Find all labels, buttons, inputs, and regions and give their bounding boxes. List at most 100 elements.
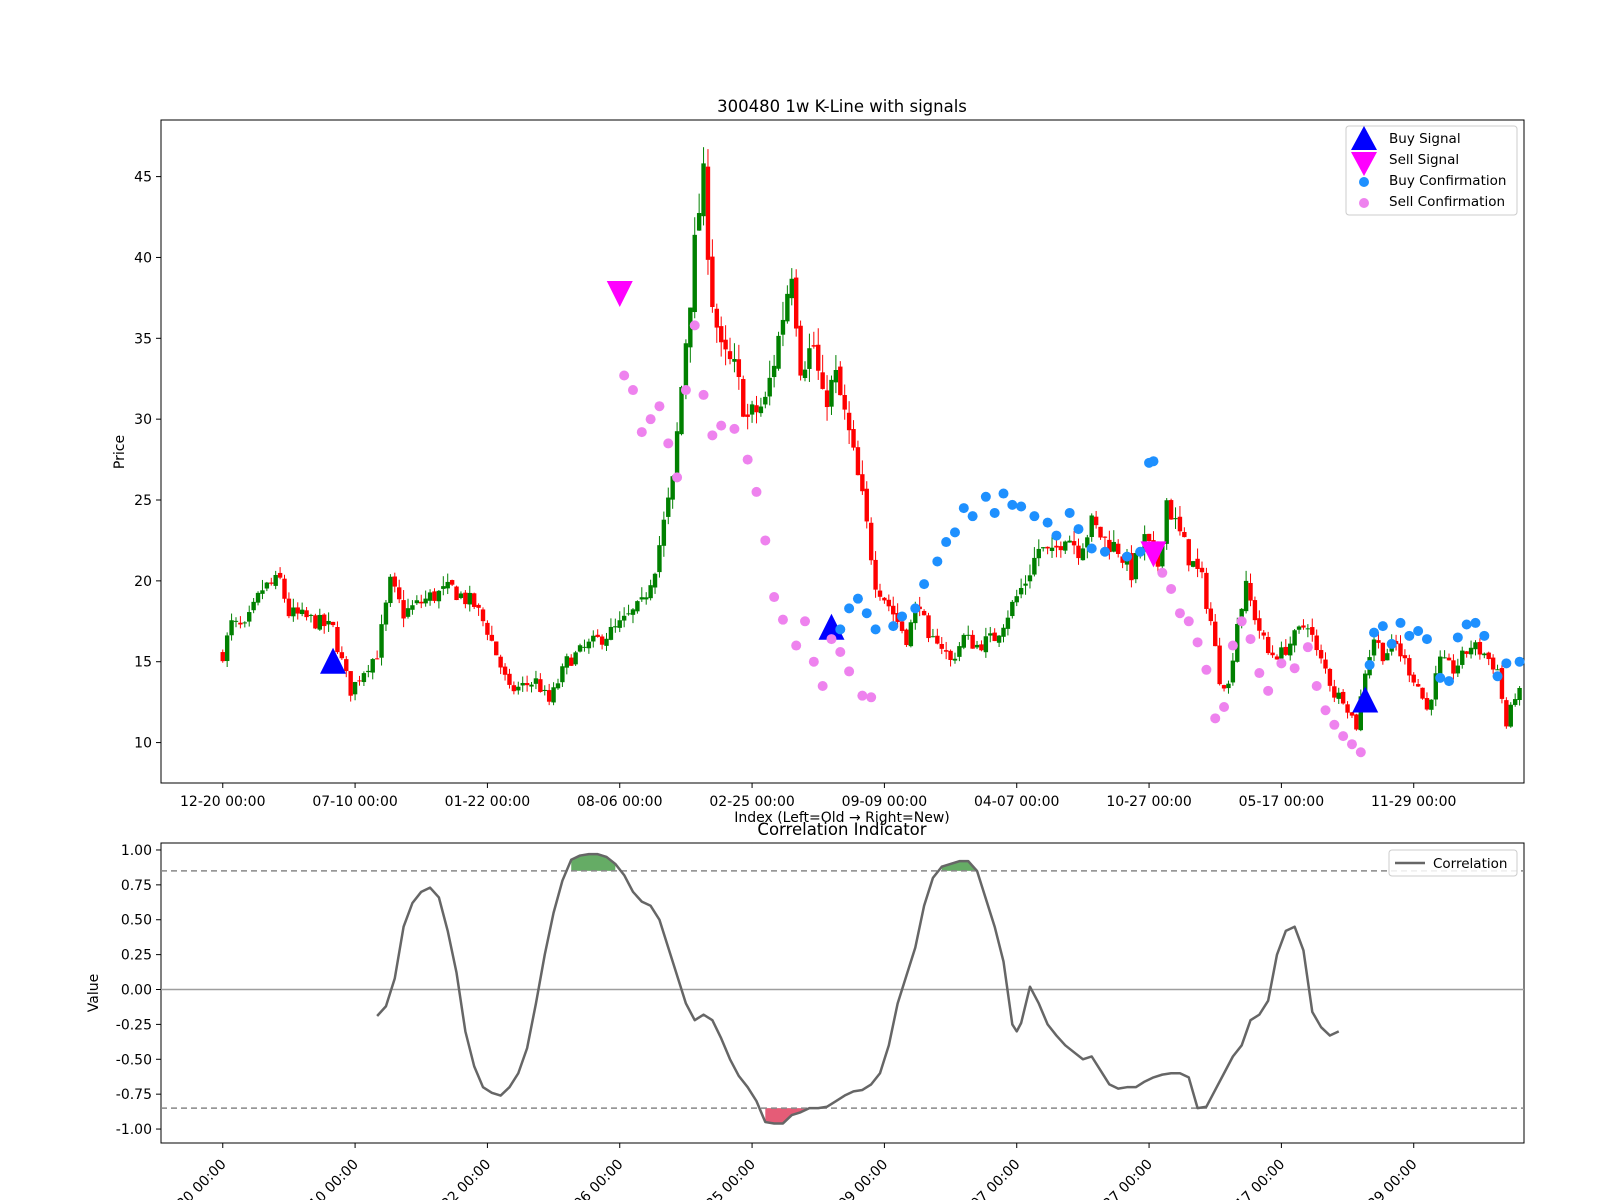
candle-body: [560, 666, 565, 683]
candle: [732, 343, 737, 373]
candle: [1213, 614, 1218, 647]
candle-body: [502, 666, 508, 675]
candle-body: [383, 602, 389, 625]
candle: [502, 663, 508, 681]
legend-sell-signal-label: Sell Signal: [1389, 152, 1459, 168]
candle: [1468, 640, 1474, 659]
candle: [1504, 697, 1509, 729]
candle: [471, 592, 477, 610]
buy-confirmation-point: [1386, 638, 1397, 649]
candle: [1314, 629, 1319, 656]
candle: [1093, 510, 1099, 529]
candle: [679, 385, 684, 436]
candle: [1499, 664, 1505, 704]
candle: [1323, 652, 1328, 674]
candle: [692, 217, 697, 319]
candle: [1349, 712, 1355, 718]
candle: [569, 654, 574, 666]
sell-confirmation-point: [1210, 713, 1221, 724]
candle-body: [1063, 541, 1068, 551]
correlation-line: [376, 852, 1340, 1125]
candle-body: [1288, 643, 1293, 656]
candle-body: [1120, 556, 1125, 563]
correlation-x-tick-label: 08-06 00:00: [555, 1157, 627, 1200]
candle-body: [1455, 665, 1461, 674]
candle: [639, 587, 644, 602]
candle: [1305, 624, 1311, 638]
candle: [1190, 561, 1196, 568]
candle-body: [860, 474, 865, 492]
sell-confirmation-point: [1263, 685, 1274, 696]
candle-body: [864, 488, 869, 522]
candle-body: [1041, 547, 1046, 549]
buy-confirmation-point: [1413, 625, 1424, 636]
candle-body: [1380, 642, 1386, 662]
candle-body: [957, 646, 962, 657]
signal-markers: [320, 281, 1525, 758]
candle: [1199, 561, 1205, 579]
candle-body: [542, 689, 547, 691]
candle-body: [1049, 547, 1055, 551]
candle-body: [436, 590, 442, 602]
candle-body: [789, 278, 794, 299]
candle-body: [1248, 582, 1253, 601]
buy-confirmation-point: [844, 603, 855, 614]
candle-body: [273, 575, 278, 586]
candle: [560, 663, 565, 687]
candle: [1014, 589, 1019, 607]
candle-body: [1270, 652, 1275, 656]
candle: [277, 567, 283, 580]
candle: [220, 649, 225, 663]
buy-confirmation-point: [1135, 546, 1146, 557]
candle-body: [666, 497, 671, 517]
candle-body: [335, 627, 340, 653]
candle-body: [838, 366, 843, 396]
candle-body: [855, 447, 861, 476]
sell-confirmation-point: [627, 385, 638, 396]
candle-body: [485, 622, 490, 635]
candle-body: [591, 635, 596, 642]
sell-confirmation-point: [857, 690, 868, 701]
buy-confirmation-point: [1421, 634, 1432, 645]
candle: [1111, 530, 1116, 553]
candle-body: [683, 343, 689, 389]
candle-body: [1252, 600, 1258, 621]
candle: [745, 403, 750, 430]
candle-body: [1283, 646, 1289, 655]
candle: [952, 652, 958, 664]
candle-body: [1296, 626, 1302, 630]
high-correlation-fill: [571, 854, 616, 871]
candle-body: [948, 650, 953, 660]
kline-x-ticks: 12-20 00:00 07-10 00:00 01-22 00:00 08-06 0…: [180, 783, 1456, 810]
candle: [741, 375, 746, 418]
buy-signal-marker: [320, 647, 347, 674]
candle-body: [1032, 557, 1037, 575]
candle: [789, 268, 794, 306]
kline-x-tick-label: 01-22 00:00: [445, 794, 530, 810]
sell-confirmation-point: [1245, 634, 1256, 645]
candle: [1336, 687, 1341, 704]
candle: [1005, 610, 1011, 636]
candle: [1327, 667, 1333, 692]
candle-body: [1424, 698, 1430, 710]
sell-confirmation-point: [1166, 583, 1177, 594]
sell-confirmation-point: [769, 592, 780, 603]
candle: [591, 630, 596, 648]
buy-confirmation-point: [1016, 501, 1027, 512]
candle: [1252, 596, 1258, 625]
candle-body: [630, 609, 636, 615]
candle-body: [1499, 668, 1505, 699]
candle-body: [758, 406, 764, 414]
legend-sell-confirmation-label: Sell Confirmation: [1389, 194, 1505, 210]
kline-y-tick-label: 15: [134, 655, 152, 671]
candle-body: [269, 582, 274, 584]
candle: [423, 590, 428, 607]
buy-confirmation-point: [852, 593, 863, 604]
candle-body: [1265, 636, 1271, 654]
candle-body: [899, 621, 905, 631]
candle-body: [811, 345, 817, 347]
sell-confirmation-point: [689, 320, 700, 331]
sell-confirmation-point: [1276, 658, 1287, 669]
candle-body: [714, 308, 719, 328]
candle-body: [370, 659, 375, 673]
